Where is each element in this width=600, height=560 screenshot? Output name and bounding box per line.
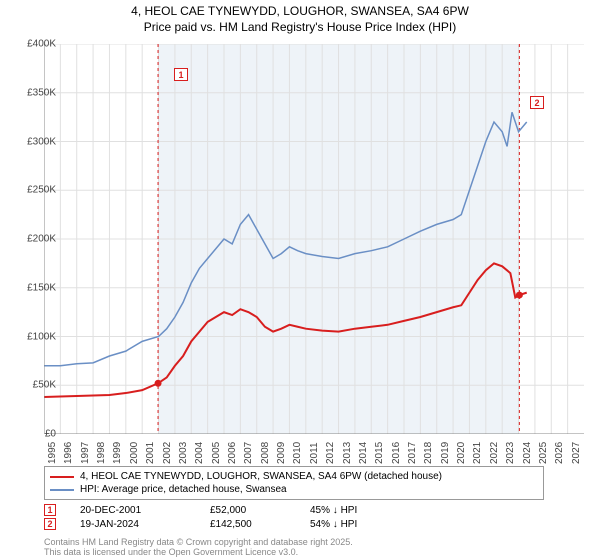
x-axis-tick-label: 2022 bbox=[489, 442, 500, 464]
y-axis-tick-label: £0 bbox=[45, 429, 56, 440]
sale-point-price: £52,000 bbox=[210, 505, 310, 516]
x-axis-tick-label: 2012 bbox=[325, 442, 336, 464]
x-axis-tick-label: 2027 bbox=[571, 442, 582, 464]
x-axis-tick-label: 2019 bbox=[440, 442, 451, 464]
chart-area: 12 bbox=[44, 44, 584, 434]
y-axis-tick-label: £100K bbox=[27, 331, 56, 342]
chart-svg bbox=[44, 44, 584, 434]
x-axis-tick-label: 1995 bbox=[47, 442, 58, 464]
x-axis-tick-label: 2000 bbox=[129, 442, 140, 464]
legend-label-property: 4, HEOL CAE TYNEWYDD, LOUGHOR, SWANSEA, … bbox=[80, 471, 442, 482]
x-axis-tick-label: 1998 bbox=[96, 442, 107, 464]
x-axis-tick-label: 2025 bbox=[538, 442, 549, 464]
y-axis-tick-label: £350K bbox=[27, 87, 56, 98]
attribution: Contains HM Land Registry data © Crown c… bbox=[44, 537, 353, 557]
sale-point-price: £142,500 bbox=[210, 519, 310, 530]
x-axis-tick-label: 2009 bbox=[276, 442, 287, 464]
x-axis-tick-label: 1999 bbox=[112, 442, 123, 464]
legend-label-hpi: HPI: Average price, detached house, Swan… bbox=[80, 484, 287, 495]
sale-points-table: 1 20-DEC-2001 £52,000 45% ↓ HPI 2 19-JAN… bbox=[44, 503, 410, 531]
x-axis-tick-label: 2006 bbox=[227, 442, 238, 464]
sale-point-marker: 2 bbox=[44, 518, 56, 530]
x-axis-tick-label: 2017 bbox=[407, 442, 418, 464]
y-axis-tick-label: £250K bbox=[27, 185, 56, 196]
legend-item-hpi: HPI: Average price, detached house, Swan… bbox=[50, 483, 538, 496]
x-axis-tick-label: 2016 bbox=[391, 442, 402, 464]
x-axis-tick-label: 2004 bbox=[194, 442, 205, 464]
x-axis-tick-label: 2002 bbox=[162, 442, 173, 464]
x-axis-tick-label: 2007 bbox=[243, 442, 254, 464]
y-axis-tick-label: £400K bbox=[27, 39, 56, 50]
y-axis-tick-label: £200K bbox=[27, 234, 56, 245]
legend-swatch-property bbox=[50, 476, 74, 478]
chart-sale-marker: 1 bbox=[174, 68, 188, 81]
attribution-line-2: This data is licensed under the Open Gov… bbox=[44, 547, 298, 557]
y-axis-tick-label: £300K bbox=[27, 136, 56, 147]
x-axis-tick-label: 2020 bbox=[456, 442, 467, 464]
x-axis-tick-label: 2010 bbox=[292, 442, 303, 464]
x-axis-tick-label: 2026 bbox=[554, 442, 565, 464]
x-axis-tick-label: 2023 bbox=[505, 442, 516, 464]
x-axis-tick-label: 2005 bbox=[211, 442, 222, 464]
legend-swatch-hpi bbox=[50, 489, 74, 491]
x-axis-tick-label: 2021 bbox=[472, 442, 483, 464]
x-axis-tick-label: 1997 bbox=[80, 442, 91, 464]
x-axis-tick-label: 2003 bbox=[178, 442, 189, 464]
x-axis-tick-label: 2013 bbox=[342, 442, 353, 464]
x-axis-tick-label: 2015 bbox=[374, 442, 385, 464]
sale-point-marker: 1 bbox=[44, 504, 56, 516]
x-axis-tick-label: 2024 bbox=[522, 442, 533, 464]
x-axis-tick-label: 2001 bbox=[145, 442, 156, 464]
y-axis-tick-label: £50K bbox=[33, 380, 56, 391]
sale-point-date: 20-DEC-2001 bbox=[80, 505, 210, 516]
sale-point-row: 1 20-DEC-2001 £52,000 45% ↓ HPI bbox=[44, 503, 410, 517]
x-axis-tick-label: 2008 bbox=[260, 442, 271, 464]
y-axis-tick-label: £150K bbox=[27, 282, 56, 293]
legend-item-property: 4, HEOL CAE TYNEWYDD, LOUGHOR, SWANSEA, … bbox=[50, 470, 538, 483]
legend: 4, HEOL CAE TYNEWYDD, LOUGHOR, SWANSEA, … bbox=[44, 466, 544, 500]
x-axis-tick-label: 1996 bbox=[63, 442, 74, 464]
x-axis-tick-label: 2011 bbox=[309, 442, 320, 464]
chart-title: 4, HEOL CAE TYNEWYDD, LOUGHOR, SWANSEA, … bbox=[0, 0, 600, 35]
x-axis-tick-label: 2018 bbox=[423, 442, 434, 464]
x-axis-tick-label: 2014 bbox=[358, 442, 369, 464]
chart-sale-marker: 2 bbox=[530, 96, 544, 109]
title-line-1: 4, HEOL CAE TYNEWYDD, LOUGHOR, SWANSEA, … bbox=[131, 4, 469, 18]
title-line-2: Price paid vs. HM Land Registry's House … bbox=[144, 20, 456, 34]
attribution-line-1: Contains HM Land Registry data © Crown c… bbox=[44, 537, 353, 547]
sale-point-row: 2 19-JAN-2024 £142,500 54% ↓ HPI bbox=[44, 517, 410, 531]
sale-point-pct: 54% ↓ HPI bbox=[310, 519, 410, 530]
sale-point-date: 19-JAN-2024 bbox=[80, 519, 210, 530]
sale-point-pct: 45% ↓ HPI bbox=[310, 505, 410, 516]
